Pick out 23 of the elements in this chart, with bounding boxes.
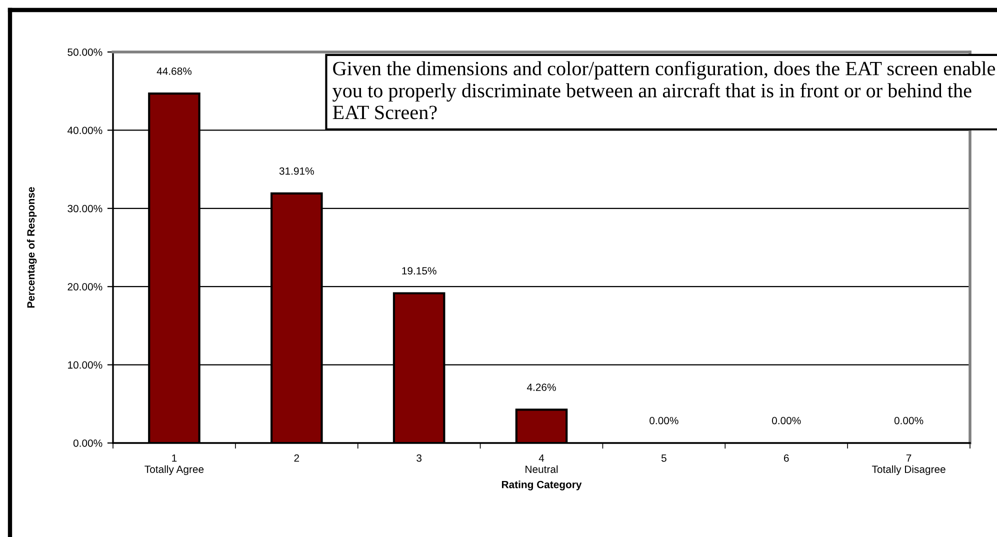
annotation: Given the dimensions and color/pattern configuration, does the EAT screen enable you to properly discriminate between an aircraft that is in front or or behind the EAT Screen? (332, 61, 996, 120)
x-tick-label: 3 (416, 454, 422, 462)
x-tick-label: 5 (661, 454, 666, 462)
data-label: 0.00% (894, 416, 924, 424)
y-tick-label: 10.00% (68, 361, 102, 369)
data-label: 0.00% (772, 416, 801, 424)
x-tick-label: 2 (294, 454, 300, 462)
y-tick-label: 0.00% (73, 440, 102, 447)
y-tick-label: 30.00% (68, 204, 102, 212)
data-label: 31.91% (279, 167, 314, 175)
y-axis-title: Percentage of Response (26, 187, 37, 308)
x-tick-label: 4 Neutral (526, 454, 558, 473)
x-tick-label: 6 (784, 454, 789, 462)
y-tick-label: 20.00% (68, 283, 102, 290)
data-label: 19.15% (402, 267, 436, 275)
x-axis-title: Rating Category (502, 480, 582, 490)
x-tick-label: 1 Totally Agree (144, 454, 204, 476)
x-tick-label: 7 Totally Disagree (872, 454, 946, 476)
data-label: 0.00% (650, 416, 678, 424)
y-tick-label: 40.00% (67, 126, 102, 134)
y-tick-label: 50.00% (68, 48, 102, 56)
data-label: 4.26% (526, 384, 556, 391)
data-label: 44.68% (156, 68, 192, 75)
